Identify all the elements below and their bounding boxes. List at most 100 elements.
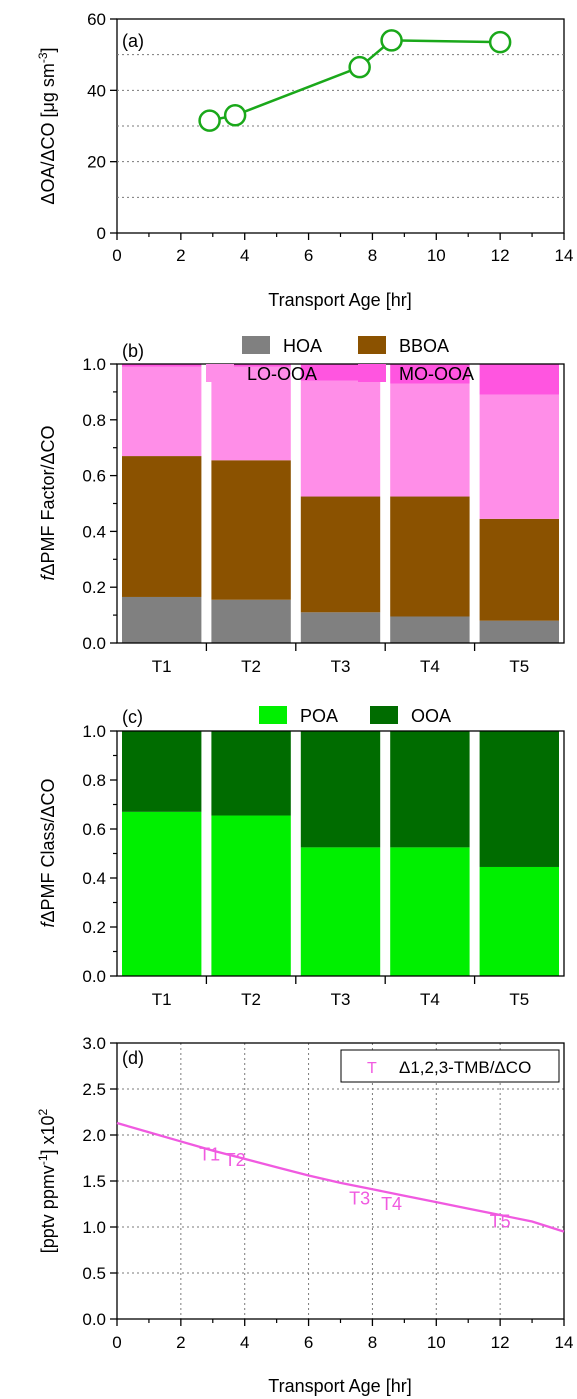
panel-a-series bbox=[209, 39, 501, 122]
panel-d-ytick-label: 1.5 bbox=[82, 1172, 106, 1191]
panel-d-ytick-label: 2.0 bbox=[82, 1126, 106, 1145]
panel-c-legend-swatch bbox=[259, 706, 287, 724]
panel-c-bar-poa bbox=[300, 847, 381, 976]
panel-c-ytick-label: 0.4 bbox=[82, 869, 106, 888]
panel-c-bar-ooa bbox=[122, 731, 202, 812]
panel-b-legend-swatch bbox=[242, 336, 270, 354]
panel-c-bars bbox=[122, 731, 559, 976]
panel-b-category-label: T5 bbox=[509, 657, 529, 676]
panel-d-ylabel: [pptv ppmv-1] x102 bbox=[36, 1108, 58, 1253]
panel-d-ticks: 0.0 0.5 1.0 1.5 2.0 2.5 3.0 0 2 4 6 8 10 12 14 bbox=[82, 1034, 573, 1352]
panel-a-xtick-label: 10 bbox=[427, 246, 446, 265]
panel-c-legend: POA OOA bbox=[259, 706, 451, 726]
panel-b-bar-bboa bbox=[390, 496, 470, 617]
panel-c-bar-poa bbox=[122, 811, 202, 976]
panel-c-ytick-label: 0.8 bbox=[82, 771, 106, 790]
panel-d-point-label: T4 bbox=[381, 1194, 402, 1214]
panel-c-category-label: T5 bbox=[509, 990, 529, 1009]
panel-b-bar-mo-ooa bbox=[479, 364, 559, 395]
panel-b-ticks: 0.0 0.2 0.4 0.6 0.8 1.0 T1 T2 T3 T4 T5 bbox=[82, 355, 529, 676]
panel-b-bar-hoa bbox=[211, 599, 291, 643]
panel-d-grid bbox=[117, 1043, 564, 1319]
panel-b-category-label: T1 bbox=[152, 657, 172, 676]
panel-c-ytick-label: 0.2 bbox=[82, 918, 106, 937]
panel-b-ylabel: fΔPMF Factor/ΔCO bbox=[38, 425, 58, 580]
panel-b-legend: HOA BBOA LO-OOA MO-OOA bbox=[206, 336, 474, 384]
panel-c-ytick-label: 0.0 bbox=[82, 967, 106, 986]
panel-d-xtick-label: 10 bbox=[427, 1333, 446, 1352]
panel-b-legend-swatch bbox=[358, 336, 386, 354]
panel-c-stacked-bar-chart: 0.00.20.40.60.81.0T1 T2 T3 T4 T5 POA OOA (c) … bbox=[38, 706, 565, 1009]
panel-d-xtick-label: 0 bbox=[112, 1333, 121, 1352]
panel-c-category-label: T2 bbox=[241, 990, 261, 1009]
panel-d-point-label: T3 bbox=[349, 1189, 370, 1209]
panel-d-xtick-label: 6 bbox=[304, 1333, 313, 1352]
panel-c-ylabel: fΔPMF Class/ΔCO bbox=[38, 778, 58, 927]
panel-c-legend-swatch bbox=[370, 706, 398, 724]
panel-a-series-line bbox=[209, 39, 501, 122]
panel-c-bar-ooa bbox=[390, 731, 470, 848]
panel-a-marker bbox=[348, 55, 371, 79]
panel-a-xtick-label: 2 bbox=[176, 246, 185, 265]
panel-d-ytick-label: 1.0 bbox=[82, 1218, 106, 1237]
panel-b-ytick-label: 0.8 bbox=[82, 411, 106, 430]
panel-a-xtick-label: 8 bbox=[368, 246, 377, 265]
panel-d-xtick-label: 12 bbox=[491, 1333, 510, 1352]
panel-c-bar-poa bbox=[390, 847, 470, 976]
panel-d-curve bbox=[116, 1121, 565, 1233]
panel-a-grid bbox=[117, 54, 564, 198]
panel-c-category-label: T1 bbox=[152, 990, 172, 1009]
panel-b-category-label: T3 bbox=[331, 657, 351, 676]
panel-b-ytick-label: 0.2 bbox=[82, 578, 106, 597]
panel-d-xtick-label: 8 bbox=[368, 1333, 377, 1352]
panel-b-bar-hoa bbox=[479, 620, 559, 643]
panel-b-stacked-bar-chart: 0.0 0.2 0.4 0.6 0.8 1.0 T1 T2 T3 T4 T5 HOA BBOA LO-O… bbox=[38, 336, 565, 676]
panel-a-xlabel: Transport Age [hr] bbox=[268, 290, 411, 310]
panel-d-legend-box bbox=[340, 1049, 560, 1083]
panel-b-legend-label: BBOA bbox=[399, 336, 449, 356]
panel-c-ytick-label: 1.0 bbox=[82, 722, 106, 741]
panel-a-xtick-label: 14 bbox=[555, 246, 574, 265]
panel-a-xtick-label: 4 bbox=[240, 246, 249, 265]
panel-d-point-label: T2 bbox=[225, 1150, 246, 1170]
panel-b-category-label: T2 bbox=[241, 657, 261, 676]
panel-b-bar-mo-ooa bbox=[211, 364, 291, 367]
panel-b-bar-hoa bbox=[300, 612, 381, 643]
panel-b-bar-hoa bbox=[122, 596, 202, 643]
panel-d-point-label: T5 bbox=[490, 1212, 511, 1232]
panel-c-ytick-label: 0.6 bbox=[82, 820, 106, 839]
panel-d-ytick-label: 3.0 bbox=[82, 1034, 106, 1053]
panel-c-bar-poa bbox=[479, 866, 559, 976]
panel-c-legend-label: OOA bbox=[411, 706, 451, 726]
panel-a-marker bbox=[223, 104, 247, 127]
panel-a-ytick-label: 0 bbox=[97, 224, 106, 243]
panel-a-label: (a) bbox=[122, 31, 144, 51]
panel-d-ytick-label: 0.0 bbox=[82, 1310, 106, 1329]
panel-c-label: (c) bbox=[122, 707, 143, 727]
panel-d-xtick-label: 4 bbox=[240, 1333, 249, 1352]
panel-c-ticks: 0.0 0.2 0.4 0.6 0.8 1.0 T1 T2 T3 T4 T5 bbox=[82, 722, 529, 1009]
panel-b-legend-label: HOA bbox=[283, 336, 322, 356]
panel-a-xtick-label: 6 bbox=[304, 246, 313, 265]
panel-b-bar-bboa bbox=[122, 456, 202, 597]
panel-d-fit-curve bbox=[116, 1121, 565, 1233]
panel-a-ticks: 0 20 40 60 0 2 4 6 8 10 12 14 bbox=[87, 10, 573, 265]
panel-a-ytick-label: 40 bbox=[87, 81, 106, 100]
panel-a-marker bbox=[380, 29, 403, 52]
panel-a-marker bbox=[198, 109, 221, 132]
panel-b-legend-label: MO-OOA bbox=[399, 364, 474, 384]
panel-b-label: (b) bbox=[122, 341, 144, 361]
panel-d-label: (d) bbox=[122, 1048, 144, 1068]
panel-d-xlabel: Transport Age [hr] bbox=[268, 1376, 411, 1396]
panel-b-bar-bboa bbox=[211, 460, 291, 600]
panel-a-marker bbox=[488, 30, 512, 54]
panel-b-bars bbox=[122, 364, 559, 643]
panel-b-ytick-label: 0.6 bbox=[82, 467, 106, 486]
panel-b-bar-mo-ooa bbox=[390, 364, 470, 384]
panel-a-ytick-label: 20 bbox=[87, 153, 106, 172]
panel-b-legend-swatch bbox=[358, 364, 386, 382]
panel-b-bar-bboa bbox=[479, 518, 559, 621]
panel-c-legend-label: POA bbox=[300, 706, 338, 726]
panel-b-category-label: T4 bbox=[420, 657, 440, 676]
